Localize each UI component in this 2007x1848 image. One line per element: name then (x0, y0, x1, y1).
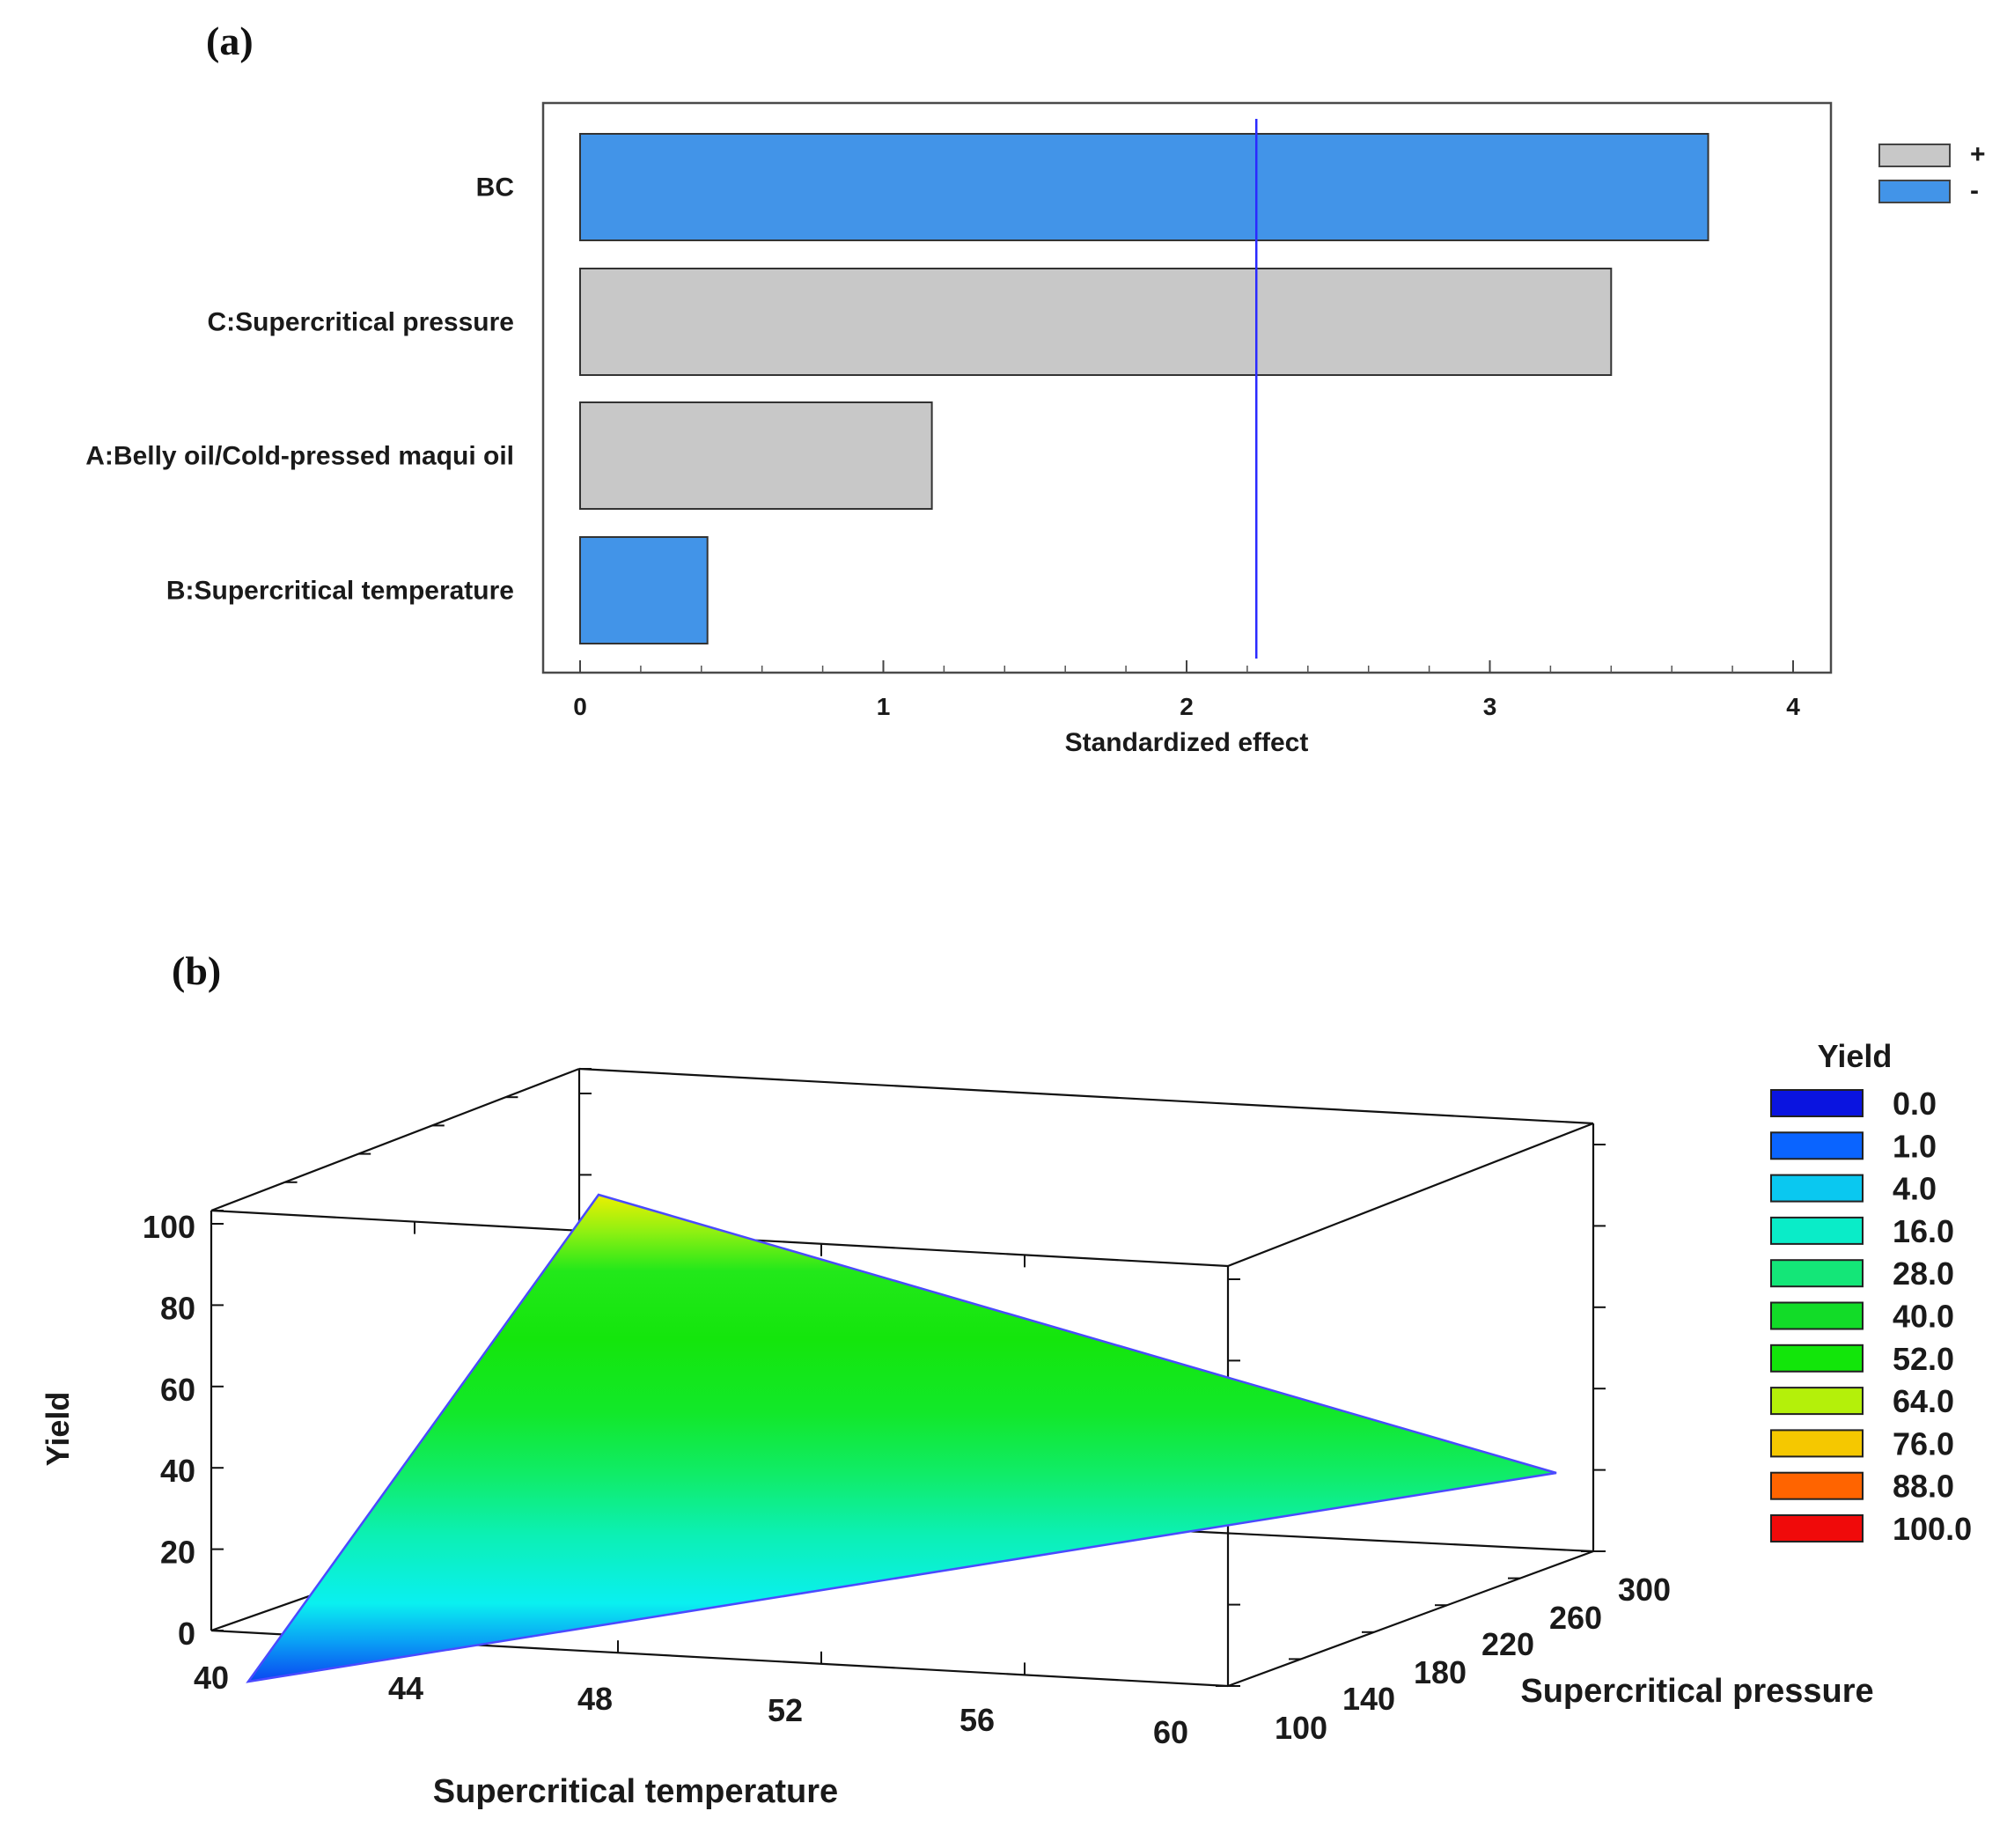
legend-swatch (1770, 1514, 1864, 1542)
legend-swatch (1770, 1429, 1864, 1458)
legend-swatch (1770, 1089, 1864, 1117)
x-tick-label: 2 (1180, 693, 1194, 720)
legend-swatch (1770, 1387, 1864, 1416)
legend-label: 100.0 (1893, 1511, 1972, 1547)
legend-label: 28.0 (1893, 1255, 1954, 1292)
legend-swatch (1878, 180, 1951, 203)
bar-2 (579, 268, 1613, 376)
yield-surface (246, 1193, 1557, 1683)
legend-label: 76.0 (1893, 1425, 1954, 1461)
legend-swatch (1770, 1471, 1864, 1500)
x-tick-label: 48 (577, 1681, 613, 1717)
legend-swatch (1770, 1344, 1864, 1373)
y-tick-label: 220 (1481, 1626, 1534, 1662)
category-label: BC (476, 173, 514, 202)
panel-a-label: (a) (206, 18, 254, 63)
x-tick-label: 1 (877, 693, 891, 720)
y-tick-label: 260 (1549, 1600, 1602, 1636)
z-tick-label: 60 (160, 1372, 195, 1408)
y-tick-label: 300 (1618, 1572, 1671, 1608)
panel-b-label: (b) (172, 948, 221, 993)
bar-1 (579, 133, 1709, 241)
legend-swatch (1878, 144, 1951, 167)
pareto-chart: 0 1 2 3 4 BC C:Supercritical pressure A:Belly … (85, 101, 1986, 757)
z-tick-label: 100 (143, 1209, 195, 1245)
x-tick-label: 60 (1153, 1714, 1188, 1750)
x-tick-label: 4 (1786, 693, 1800, 720)
bar-4 (579, 536, 709, 644)
y-tick-label: 140 (1342, 1681, 1395, 1717)
x-tick-label: 44 (388, 1670, 423, 1706)
category-label: B:Supercritical temperature (166, 577, 514, 606)
legend-swatch (1770, 1174, 1864, 1203)
legend-title: Yield (1818, 1038, 1893, 1074)
legend-label: 4.0 (1893, 1171, 1937, 1207)
legend-label: 88.0 (1893, 1469, 1954, 1505)
legend-label: + (1970, 140, 1986, 169)
legend-label: 64.0 (1893, 1383, 1954, 1419)
x-tick-label: 3 (1483, 693, 1497, 720)
legend-label: 1.0 (1893, 1128, 1937, 1164)
x-tick-label: 52 (768, 1692, 803, 1728)
legend-swatch (1770, 1131, 1864, 1160)
legend-label: - (1970, 176, 1979, 205)
y-axis-label: Supercritical pressure (1520, 1673, 1873, 1710)
legend-label: 40.0 (1893, 1299, 1954, 1335)
category-label: A:Belly oil/Cold-pressed maqui oil (85, 442, 514, 471)
z-tick-label: 20 (160, 1535, 195, 1571)
z-tick-label: 80 (160, 1290, 195, 1326)
z-axis-label: Yield (40, 1392, 76, 1467)
legend-swatch (1770, 1301, 1864, 1330)
x-tick-label: 56 (959, 1702, 995, 1738)
x-tick-label: 0 (573, 693, 587, 720)
legend-label: 16.0 (1893, 1213, 1954, 1249)
x-axis-label: Supercritical temperature (433, 1773, 838, 1810)
legend-label: 0.0 (1893, 1086, 1937, 1122)
y-tick-label: 100 (1275, 1710, 1327, 1746)
z-tick-label: 0 (178, 1616, 195, 1652)
category-label: C:Supercritical pressure (208, 308, 514, 337)
legend-swatch (1770, 1216, 1864, 1245)
box-tick-marks (210, 1068, 1606, 1687)
legend-swatch (1770, 1259, 1864, 1288)
x-axis-label: Standardized effect (1065, 728, 1309, 757)
surface-plot: 0 20 40 60 80 100 40 44 48 52 56 60 100 140 180 220 26… (40, 1038, 1972, 1810)
x-tick-label: 40 (194, 1660, 229, 1696)
bar-3 (579, 401, 933, 510)
z-tick-label: 40 (160, 1453, 195, 1489)
y-tick-label: 180 (1414, 1654, 1467, 1690)
legend-label: 52.0 (1893, 1341, 1954, 1377)
